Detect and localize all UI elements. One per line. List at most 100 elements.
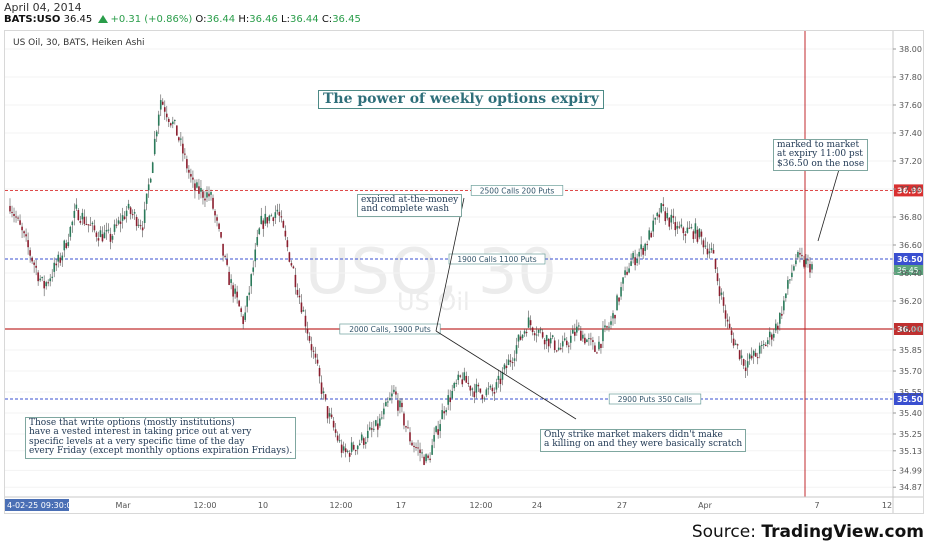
candle-body xyxy=(590,338,592,340)
axis-price-label: 36.50 xyxy=(897,255,923,264)
candle-body xyxy=(505,365,508,368)
candle-body xyxy=(809,264,811,273)
candle-body xyxy=(694,223,697,234)
candle-body xyxy=(99,230,102,237)
chart-date: April 04, 2014 xyxy=(4,1,82,14)
candle-body xyxy=(696,229,699,242)
candle-body xyxy=(670,214,673,223)
candle-body xyxy=(461,379,464,385)
marked-line: at expiry 11:00 pst xyxy=(777,149,863,160)
candle-body xyxy=(395,391,397,395)
candle-body xyxy=(740,355,743,358)
candle-body xyxy=(610,321,612,325)
level-label-box xyxy=(470,185,564,196)
candle-body xyxy=(159,100,162,110)
candle-body xyxy=(280,216,283,218)
candle-body xyxy=(342,446,345,451)
candle-body xyxy=(13,213,15,216)
low-value: 36.44 xyxy=(290,14,319,25)
candle-body xyxy=(284,230,287,237)
candle-body xyxy=(139,225,142,227)
candle-body xyxy=(288,252,291,262)
candle-body xyxy=(469,385,472,391)
candle-body xyxy=(352,444,355,450)
candle-body xyxy=(200,188,202,192)
source-prefix: Source: xyxy=(691,522,762,542)
candle-body xyxy=(308,336,311,341)
candle-body xyxy=(375,420,377,426)
x-tick-label: 10 xyxy=(258,501,268,510)
candle-body xyxy=(447,395,449,405)
candle-body xyxy=(439,424,441,432)
candle-body xyxy=(580,330,582,341)
candle-body xyxy=(35,265,37,268)
candle-body xyxy=(344,448,347,453)
candle-body xyxy=(172,121,174,125)
candle-body xyxy=(620,287,622,297)
candle-body xyxy=(346,450,349,452)
candle-body xyxy=(417,447,419,449)
candle-body xyxy=(624,270,626,275)
candle-body xyxy=(324,394,327,400)
candle-body xyxy=(618,297,620,302)
candle-body xyxy=(407,427,409,429)
candle-body xyxy=(19,220,21,225)
candle-body xyxy=(754,352,757,357)
candle-body xyxy=(360,434,363,441)
candle-body xyxy=(455,382,458,384)
candle-body xyxy=(216,217,218,221)
candle-body xyxy=(77,210,80,221)
candle-body xyxy=(632,252,634,259)
candle-body xyxy=(710,248,713,251)
candle-body xyxy=(318,367,321,377)
candle-body xyxy=(212,197,214,209)
symbol[interactable]: BATS:USO xyxy=(4,14,61,25)
candle-body xyxy=(254,249,257,262)
candle-body xyxy=(300,302,303,313)
candle-body xyxy=(153,138,156,155)
candle-body xyxy=(596,352,598,354)
y-tick-label: 35.13 xyxy=(899,447,922,456)
makers-box: Only strike market makers didn't make a … xyxy=(540,429,747,452)
candle-body xyxy=(232,285,234,297)
candle-body xyxy=(642,247,644,255)
candle-body xyxy=(377,423,379,430)
candle-body xyxy=(383,408,385,415)
x-axis[interactable]: Mar 12:00 10 12:00 17 12:00 24 27 Apr 7 12 4-02-25 … xyxy=(5,496,923,511)
source-brand[interactable]: TradingView.com xyxy=(761,522,924,542)
candle-body xyxy=(157,114,160,126)
chart-frame[interactable]: USO, 30 US Oil US Oil, 30, BATS, Heiken … xyxy=(4,30,924,514)
candle-body xyxy=(109,233,112,242)
candle-body xyxy=(113,224,116,232)
x-tick-label: 12:00 xyxy=(193,501,216,510)
atm-arrow xyxy=(435,197,465,332)
level-label-box xyxy=(448,253,546,265)
price-chart[interactable]: USO, 30 US Oil US Oil, 30, BATS, Heiken … xyxy=(5,31,923,513)
candle-body xyxy=(45,282,47,287)
candle-body xyxy=(724,310,727,319)
makers-arrow xyxy=(435,330,577,420)
candle-body xyxy=(511,362,514,364)
y-axis[interactable]: 38.00 37.80 37.60 37.40 37.20 37.00 36.80 36.60… xyxy=(892,31,922,513)
candle-body xyxy=(127,203,130,209)
candle-body xyxy=(252,267,255,272)
price-change: +0.31 (+0.86%) xyxy=(110,14,193,25)
candle-body xyxy=(565,340,568,346)
candle-body xyxy=(180,138,182,140)
candle-body xyxy=(756,357,759,359)
marked-arrow xyxy=(817,165,841,242)
candle-body xyxy=(499,378,502,385)
candle-body xyxy=(264,213,267,224)
candle-body xyxy=(379,418,381,426)
y-tick-label: 36.60 xyxy=(899,241,922,250)
candle-body xyxy=(242,316,244,324)
candle-body xyxy=(268,215,271,221)
candle-body xyxy=(634,257,636,266)
candle-body xyxy=(716,273,719,282)
candle-body xyxy=(63,240,66,251)
candle-body xyxy=(238,300,240,307)
candle-body xyxy=(680,224,683,227)
candle-body xyxy=(672,215,675,218)
writers-line: every Friday (except monthly options exp… xyxy=(29,446,293,457)
candle-body xyxy=(764,344,767,347)
